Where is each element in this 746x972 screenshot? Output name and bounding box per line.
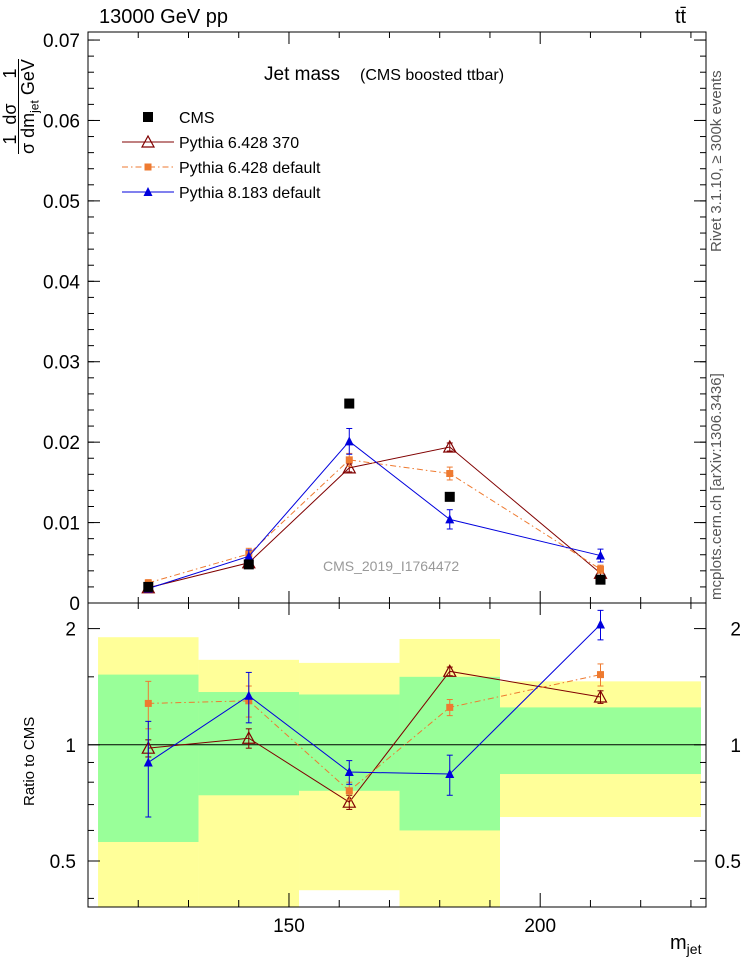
upper-point xyxy=(445,514,455,524)
legend-marker-2 xyxy=(144,163,152,171)
legend-label-0: CMS xyxy=(179,110,215,127)
legend-label-3: Pythia 8.183 default xyxy=(179,185,321,202)
green-band-4 xyxy=(500,707,701,775)
lower-plot-frame: 0.5 0.5 1 1 2 2 150 200 xyxy=(50,602,741,937)
upper-plot-frame: 0 0.01 0.02 0.03 0.04 0.05 0.06 0.07 xyxy=(43,31,707,615)
ratio-point xyxy=(342,794,357,808)
y-label-fraction-1: 1 dσ 1 σ dmjet GeV xyxy=(0,59,44,154)
upper-point xyxy=(442,439,457,453)
upper-point xyxy=(345,456,353,464)
ratio-y-tick-label: 1 xyxy=(65,736,76,757)
legend-marker-0 xyxy=(143,112,153,122)
y-tick-label: 0.05 xyxy=(43,192,80,213)
upper-y-axis-label: 1 dσ 1 σ dmjet GeV xyxy=(0,24,62,154)
y-tick-label: 0.04 xyxy=(43,272,80,293)
ratio-y-tick-label-right: 0.5 xyxy=(715,852,741,873)
upper-point xyxy=(595,550,605,560)
ratio-point xyxy=(442,664,457,677)
legend-marker-3 xyxy=(143,187,153,196)
y-tick-label: 0.02 xyxy=(43,433,80,454)
upper-point xyxy=(444,491,455,502)
analysis-watermark: CMS_2019_I1764472 xyxy=(323,558,460,574)
ratio-y-tick-label: 0.5 xyxy=(50,852,76,873)
ratio-point xyxy=(446,703,454,711)
legend-label-2: Pythia 6.428 default xyxy=(179,160,321,177)
upper-point xyxy=(344,436,354,446)
upper-line-1 xyxy=(148,459,601,584)
ratio-point xyxy=(596,671,604,679)
upper-point xyxy=(244,551,254,561)
lower-axes-box xyxy=(87,602,707,908)
legend-label-1: Pythia 6.428 370 xyxy=(179,135,299,152)
process-label: tt̄ xyxy=(675,6,687,28)
upper-point xyxy=(344,398,355,409)
ratio-y-axis-label: Ratio to CMS xyxy=(21,716,38,806)
ratio-point xyxy=(595,619,605,629)
upper-point xyxy=(595,574,606,585)
ratio-y-tick-label-right: 1 xyxy=(730,736,741,757)
mcplots-label: mcplots.cern.ch [arXiv:1306.3436] xyxy=(708,373,725,600)
ratio-series-2 xyxy=(143,609,605,818)
x-tick-label: 200 xyxy=(524,916,556,937)
upper-series-3 xyxy=(143,398,606,592)
y-tick-label: 0.01 xyxy=(43,514,80,535)
collision-label: 13000 GeV pp xyxy=(99,6,228,28)
upper-series-layer xyxy=(141,398,608,594)
legend-marker-1 xyxy=(140,134,156,148)
upper-point xyxy=(243,559,254,570)
ratio-point xyxy=(143,757,153,767)
ratio-point xyxy=(144,699,152,707)
rivet-label: Rivet 3.1.10, ≥ 300k events xyxy=(708,70,725,252)
ratio-y-tick-label-right: 2 xyxy=(730,620,741,641)
ratio-point xyxy=(345,787,353,795)
ratio-point xyxy=(445,769,455,779)
y-tick-label: 0.06 xyxy=(43,111,80,132)
y-tick-label: 0.03 xyxy=(43,353,80,374)
ratio-point xyxy=(593,689,608,703)
y-tick-label: 0 xyxy=(69,594,80,615)
ratio-uncertainty-bands xyxy=(98,637,701,907)
lower-series-layer xyxy=(141,609,608,818)
x-tick-label: 150 xyxy=(273,916,305,937)
legend: CMS Pythia 6.428 370 Pythia 6.428 default P… xyxy=(122,110,321,202)
x-axis-label: mjet xyxy=(670,932,702,957)
ratio-point xyxy=(241,730,256,744)
ratio-y-tick-label: 2 xyxy=(65,620,76,641)
chart-title: Jet mass xyxy=(264,64,341,85)
upper-point xyxy=(596,565,604,573)
ratio-point xyxy=(344,767,354,777)
y-tick-label: 0.07 xyxy=(43,31,80,52)
chart-subtitle: (CMS boosted ttbar) xyxy=(360,67,505,84)
upper-point xyxy=(342,460,357,474)
upper-point xyxy=(143,581,154,592)
ratio-point xyxy=(244,690,254,700)
upper-point xyxy=(446,470,454,478)
